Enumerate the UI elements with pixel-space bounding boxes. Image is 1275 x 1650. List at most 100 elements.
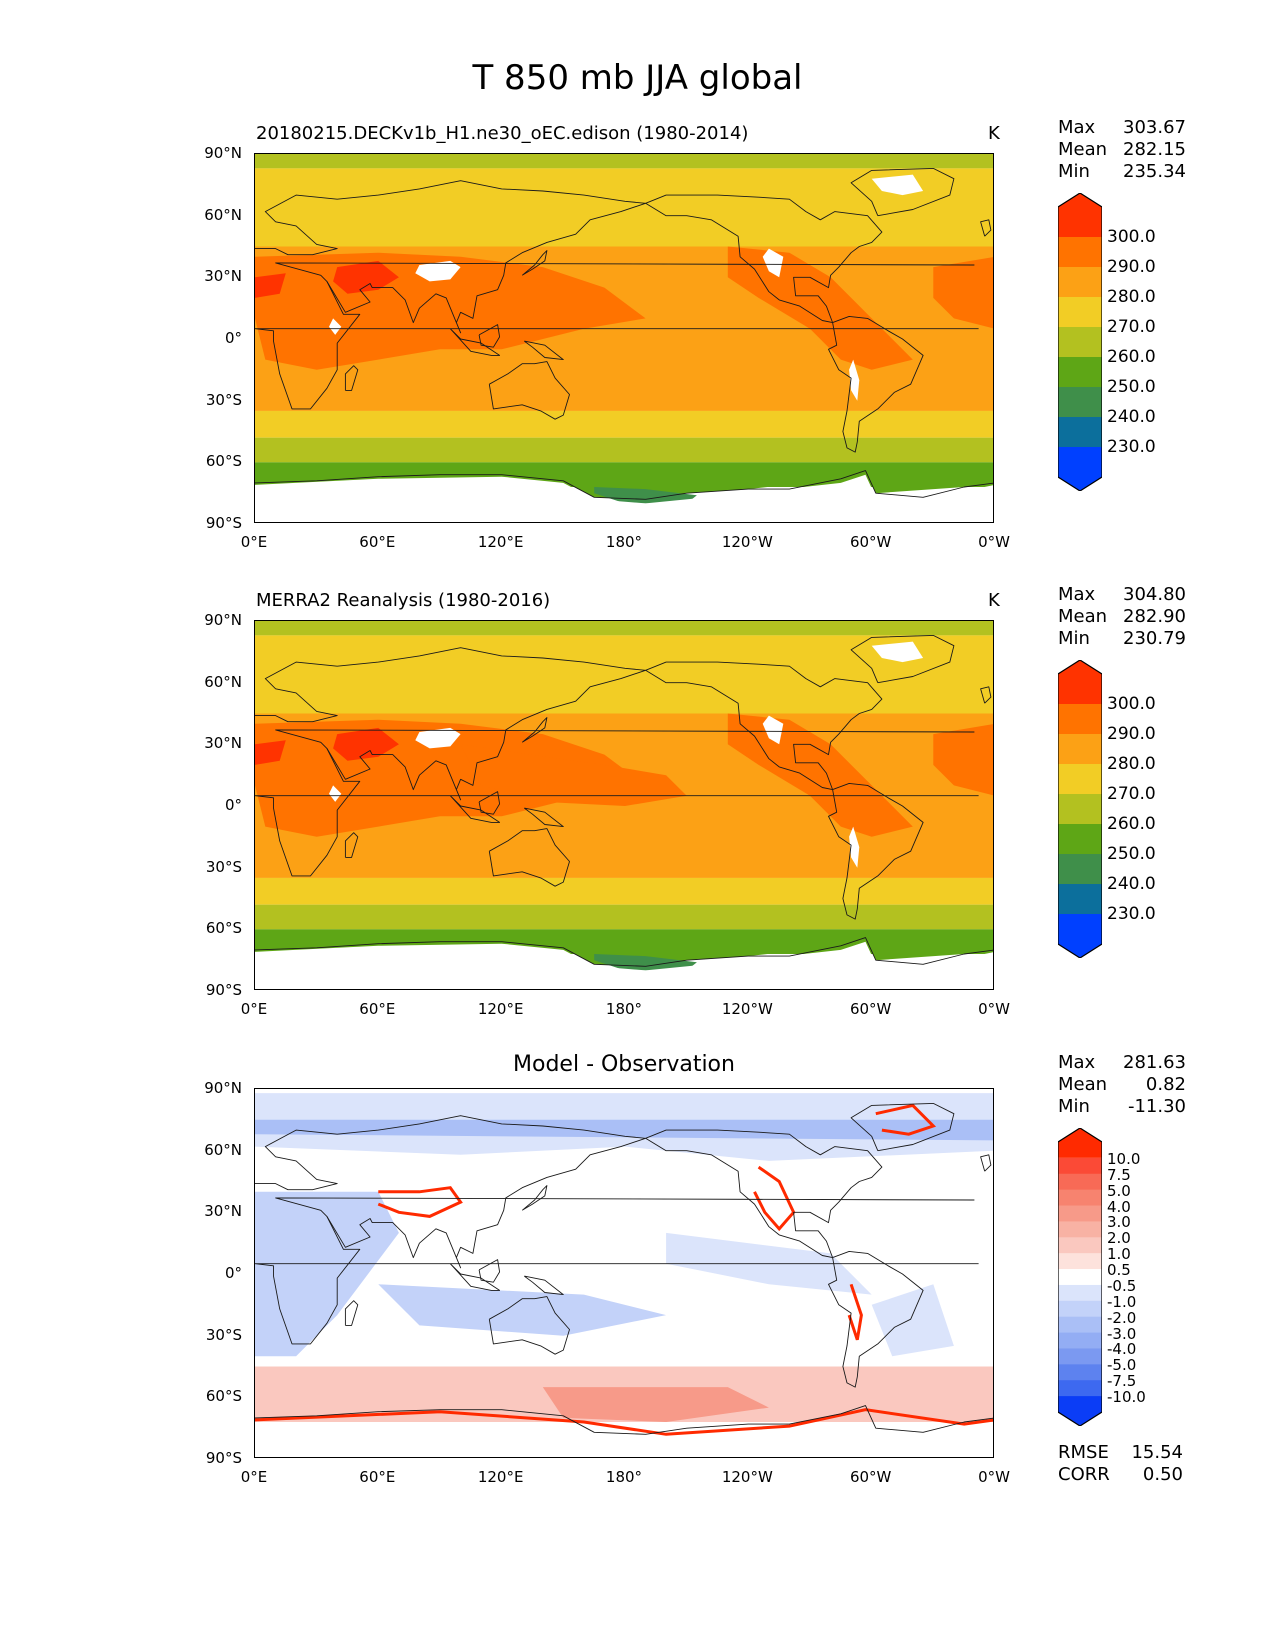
coastline xyxy=(488,361,570,420)
mean-label: Mean xyxy=(1058,1074,1108,1095)
colorbar-tick-label: 270.0 xyxy=(1107,317,1156,337)
colorbar-tick-label: 240.0 xyxy=(1107,874,1156,894)
hot-region xyxy=(255,273,286,298)
colorbar-tick-label: -2.0 xyxy=(1107,1308,1137,1327)
temperature-band xyxy=(255,635,993,714)
masked-region xyxy=(871,641,924,663)
colorbar-tick-label: -1.0 xyxy=(1107,1292,1137,1311)
negative-anomaly xyxy=(255,1191,399,1357)
colorbar-segment xyxy=(1058,884,1102,915)
max-value: 281.63 xyxy=(1123,1052,1186,1073)
colorbar-segment xyxy=(1058,734,1102,765)
masked-region xyxy=(849,359,860,401)
warm-region xyxy=(933,257,993,329)
lat-tick-label: 90°S xyxy=(205,514,242,532)
lat-tick-label: 30°N xyxy=(204,1202,242,1221)
negative-anomaly xyxy=(378,1284,667,1336)
coastline xyxy=(344,365,359,391)
lon-tick-label: 120°E xyxy=(477,1468,524,1486)
coastline xyxy=(488,1296,570,1355)
map-svg xyxy=(255,154,993,522)
coastline xyxy=(521,717,548,743)
colorbar-segment xyxy=(1058,297,1102,328)
lat-tick-label: 0° xyxy=(224,1264,242,1282)
lat-tick-label: 30°S xyxy=(205,857,242,876)
colorbar-tick-label: -7.5 xyxy=(1107,1372,1137,1391)
lat-tick-label: 60°S xyxy=(205,1387,242,1406)
coastline xyxy=(344,1300,359,1326)
coastline xyxy=(980,1154,992,1172)
coastline xyxy=(478,324,501,348)
coastlines xyxy=(255,167,993,500)
colorbar-segment xyxy=(1058,1364,1102,1381)
lat-tick-label: 0° xyxy=(224,329,242,347)
colorbar-segment xyxy=(1058,1332,1102,1349)
coastline xyxy=(521,1185,548,1211)
max-label: Max xyxy=(1058,584,1096,605)
colorbar-segment xyxy=(1058,1128,1102,1158)
coastline xyxy=(645,661,883,791)
lat-tick-label: 90°S xyxy=(205,1449,242,1467)
colorbar xyxy=(1058,193,1102,491)
colorbar-tick-label: 290.0 xyxy=(1107,724,1156,744)
colorbar-tick-label: 2.0 xyxy=(1107,1229,1131,1248)
colorbar-segment xyxy=(1058,1173,1102,1191)
max-value: 304.80 xyxy=(1123,584,1186,605)
temperature-band xyxy=(255,621,993,636)
coastline xyxy=(449,328,501,356)
colorbar-segment xyxy=(1058,267,1102,298)
map-observation xyxy=(254,620,994,990)
min-value: 235.34 xyxy=(1123,161,1186,182)
colorbar-segment xyxy=(1058,1348,1102,1365)
colorbar-segment xyxy=(1058,1380,1102,1397)
lon-tick-label: 60°E xyxy=(359,533,396,551)
colorbar-segment xyxy=(1058,1316,1102,1334)
contour-edge xyxy=(377,1186,463,1218)
colorbar-segment xyxy=(1058,764,1102,795)
coastline xyxy=(255,262,979,410)
metrics-block: RMSE 15.54 CORR 0.50 xyxy=(1058,1442,1183,1486)
colorbar-segment xyxy=(1058,327,1102,358)
masked-region xyxy=(871,174,924,196)
coastline xyxy=(828,315,924,453)
masked-region xyxy=(849,826,860,868)
stats-block: Max 303.67 Mean 282.15 Min 235.34 xyxy=(1058,117,1186,183)
coastline xyxy=(980,686,992,704)
map-svg xyxy=(255,1089,993,1457)
figure-title: T 850 mb JJA global xyxy=(472,58,803,98)
temperature-band xyxy=(255,437,993,463)
lon-tick-label: 0°W xyxy=(978,1000,1010,1018)
colorbar-tick-label: 280.0 xyxy=(1107,287,1156,307)
panel-title: Model - Observation xyxy=(513,1052,735,1077)
lon-tick-label: 0°W xyxy=(978,1468,1010,1486)
masked-region xyxy=(329,785,342,802)
lat-tick-label: 30°N xyxy=(204,734,242,753)
temperature-band xyxy=(255,154,993,169)
coastline xyxy=(326,669,646,801)
corr-label: CORR xyxy=(1058,1464,1110,1485)
coastline xyxy=(980,219,992,237)
negative-anomaly xyxy=(871,1284,954,1357)
lat-tick-label: 30°S xyxy=(205,390,242,409)
lon-tick-label: 60°E xyxy=(359,1000,396,1018)
min-label: Min xyxy=(1058,1096,1090,1117)
mean-label: Mean xyxy=(1058,139,1108,160)
colorbar-tick-label: 3.0 xyxy=(1107,1213,1131,1232)
coastline xyxy=(478,791,501,815)
colorbar-tick-label: 5.0 xyxy=(1107,1181,1131,1200)
colorbar-segment xyxy=(1058,704,1102,735)
rmse-value: 15.54 xyxy=(1131,1442,1183,1463)
masked-region xyxy=(415,727,461,749)
masked-region xyxy=(415,260,461,282)
colorbar-tick-label: 250.0 xyxy=(1107,844,1156,864)
colorbar-tick-label: 280.0 xyxy=(1107,754,1156,774)
coastline xyxy=(488,828,570,887)
colorbar-segment xyxy=(1058,1205,1102,1222)
colorbar-segment xyxy=(1058,193,1102,237)
colorbar-segment xyxy=(1058,447,1102,491)
colorbar-tick-label: 4.0 xyxy=(1107,1197,1131,1216)
coastline xyxy=(255,647,646,723)
coastlines xyxy=(255,1102,993,1435)
lon-tick-label: 120°W xyxy=(721,1468,773,1486)
lon-tick-label: 0°E xyxy=(240,533,268,551)
